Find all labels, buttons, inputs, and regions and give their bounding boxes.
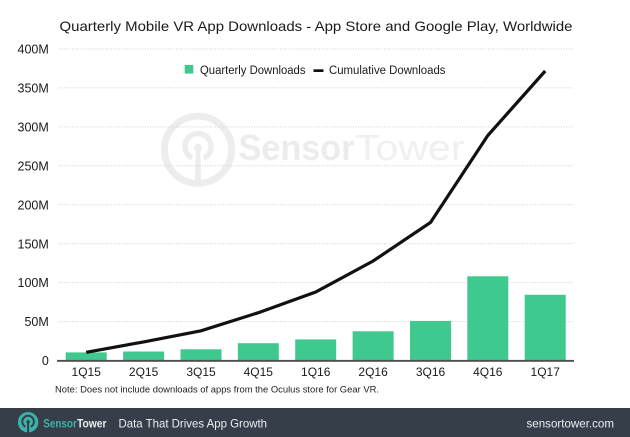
svg-text:200M: 200M	[18, 198, 49, 212]
svg-text:50M: 50M	[24, 315, 48, 329]
svg-text:1Q16: 1Q16	[301, 365, 331, 379]
svg-text:4Q16: 4Q16	[473, 365, 503, 379]
svg-text:sensortower.com: sensortower.com	[527, 417, 615, 431]
svg-text:Quarterly Mobile VR App Downlo: Quarterly Mobile VR App Downloads - App …	[60, 18, 573, 34]
svg-text:Data That Drives App Growth: Data That Drives App Growth	[119, 416, 268, 430]
svg-text:Sensor: Sensor	[43, 416, 77, 430]
svg-text:2Q16: 2Q16	[358, 365, 388, 379]
svg-text:3Q15: 3Q15	[186, 365, 216, 379]
svg-text:3Q16: 3Q16	[416, 365, 446, 379]
svg-text:Note: Does not include downloa: Note: Does not include downloads of apps…	[55, 384, 379, 395]
svg-text:400M: 400M	[18, 43, 49, 57]
svg-text:350M: 350M	[18, 82, 49, 96]
svg-text:250M: 250M	[18, 159, 49, 173]
svg-text:1Q15: 1Q15	[72, 365, 102, 379]
svg-text:Cumulative Downloads: Cumulative Downloads	[329, 65, 446, 77]
svg-text:Tower: Tower	[355, 127, 465, 168]
svg-text:4Q15: 4Q15	[244, 365, 274, 379]
svg-text:Quarterly Downloads: Quarterly Downloads	[200, 65, 306, 77]
svg-text:0: 0	[42, 354, 49, 368]
svg-text:300M: 300M	[18, 121, 49, 135]
svg-text:100M: 100M	[18, 276, 49, 290]
svg-text:2Q15: 2Q15	[129, 365, 159, 379]
svg-text:Sensor: Sensor	[239, 127, 355, 168]
svg-text:Tower: Tower	[77, 416, 107, 430]
svg-text:150M: 150M	[18, 237, 49, 251]
svg-text:1Q17: 1Q17	[531, 365, 561, 379]
